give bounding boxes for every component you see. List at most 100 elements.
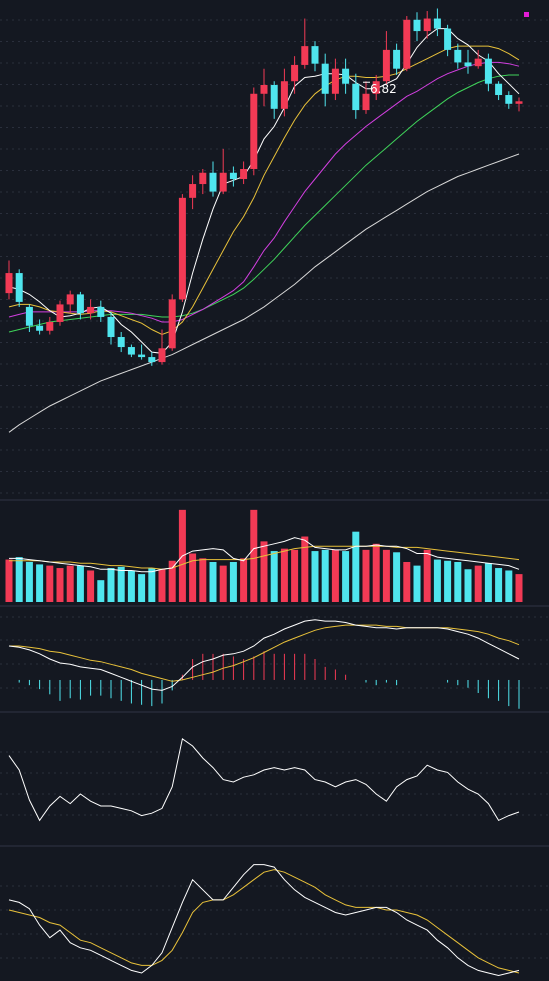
candle-down bbox=[413, 19, 421, 32]
candle-down bbox=[138, 354, 146, 358]
candle-up bbox=[403, 19, 411, 69]
candle-up bbox=[178, 197, 186, 300]
candle-up bbox=[372, 81, 380, 94]
candle-up bbox=[423, 18, 431, 32]
volume-bar bbox=[372, 543, 380, 602]
candle-up bbox=[87, 306, 95, 314]
volume-bar bbox=[97, 580, 105, 602]
volume-bar bbox=[117, 566, 125, 602]
candle-down bbox=[454, 49, 462, 63]
volume-bar bbox=[87, 570, 95, 602]
candle-down bbox=[464, 62, 472, 67]
volume-panel bbox=[5, 509, 523, 602]
dif-line bbox=[8, 619, 520, 691]
candle-down bbox=[15, 273, 23, 302]
oscillator-line bbox=[8, 737, 520, 822]
volume-bar bbox=[107, 568, 115, 602]
volume-bar bbox=[403, 561, 411, 602]
volume-bar bbox=[260, 541, 268, 602]
candle-down bbox=[444, 28, 452, 50]
volume-bar bbox=[433, 559, 441, 602]
volume-bar bbox=[393, 552, 401, 602]
volume-bar bbox=[25, 561, 33, 602]
candle-down bbox=[229, 172, 237, 180]
volume-bar bbox=[515, 574, 523, 602]
candle-up bbox=[362, 93, 370, 111]
candle-up bbox=[240, 169, 248, 180]
candle-up bbox=[158, 348, 166, 363]
volume-bar bbox=[505, 570, 513, 602]
candle-down bbox=[321, 63, 329, 94]
candle-up bbox=[515, 101, 523, 104]
candle-up bbox=[189, 184, 197, 198]
volume-bar bbox=[158, 569, 166, 602]
grid-layer bbox=[0, 19, 549, 959]
candle-up bbox=[56, 304, 64, 322]
candle-up bbox=[331, 68, 339, 94]
volume-bar bbox=[5, 559, 13, 602]
volume-bar bbox=[352, 531, 360, 602]
candle-down bbox=[505, 95, 513, 104]
volume-bar bbox=[250, 509, 258, 602]
candle-up bbox=[199, 172, 207, 185]
volume-bar bbox=[138, 574, 146, 602]
candle-up bbox=[66, 294, 74, 305]
candle-down bbox=[127, 347, 135, 355]
volume-bar bbox=[240, 558, 248, 602]
volume-bar bbox=[189, 553, 197, 602]
candle-down bbox=[484, 58, 492, 84]
volume-bar bbox=[413, 565, 421, 602]
volume-bar bbox=[301, 536, 309, 602]
candle-up bbox=[168, 299, 176, 349]
volume-bar bbox=[76, 565, 84, 602]
volume-bar bbox=[484, 563, 492, 602]
volume-bar bbox=[148, 568, 156, 602]
candle-up bbox=[250, 93, 258, 169]
ma30-line bbox=[8, 74, 519, 333]
candle-down bbox=[36, 325, 44, 331]
volume-ma10-line bbox=[9, 545, 520, 570]
volume-bar bbox=[15, 557, 23, 602]
volume-bar bbox=[209, 561, 217, 602]
volume-bar bbox=[321, 549, 329, 602]
candle-up bbox=[280, 81, 288, 109]
candle-down bbox=[117, 337, 125, 348]
volume-bar bbox=[168, 560, 176, 602]
volume-bar bbox=[444, 560, 452, 602]
candle-up bbox=[382, 49, 390, 82]
oscillator2-k-line bbox=[8, 864, 520, 977]
oscillator2-d-line bbox=[8, 869, 520, 974]
candle-up bbox=[291, 64, 299, 82]
volume-bar bbox=[311, 551, 319, 602]
candle-down bbox=[76, 294, 84, 314]
candle-down bbox=[433, 18, 441, 29]
candle-down bbox=[342, 68, 350, 84]
volume-bar bbox=[36, 564, 44, 602]
candle-down bbox=[148, 357, 156, 363]
corner-marker[interactable] bbox=[524, 12, 529, 17]
high-price-label: 6.82 bbox=[370, 82, 397, 96]
volume-bar bbox=[229, 561, 237, 602]
macd-panel bbox=[8, 619, 520, 709]
volume-bar bbox=[219, 565, 227, 602]
candle-down bbox=[209, 172, 217, 192]
volume-bar bbox=[270, 551, 278, 602]
candle-down bbox=[270, 84, 278, 109]
volume-bar bbox=[280, 548, 288, 602]
candle-down bbox=[495, 83, 503, 96]
volume-ma5-line bbox=[9, 537, 520, 573]
candle-down bbox=[352, 83, 360, 111]
candle-up bbox=[301, 46, 309, 65]
volume-bar bbox=[199, 558, 207, 602]
candle-up bbox=[46, 321, 54, 331]
volume-bar bbox=[464, 569, 472, 602]
volume-bar bbox=[127, 570, 135, 602]
volume-bar bbox=[46, 565, 54, 602]
volume-bar bbox=[423, 549, 431, 602]
volume-bar bbox=[342, 551, 350, 602]
volume-bar bbox=[362, 549, 370, 602]
oscillator2-panel bbox=[8, 864, 520, 977]
candle-up bbox=[219, 172, 227, 192]
